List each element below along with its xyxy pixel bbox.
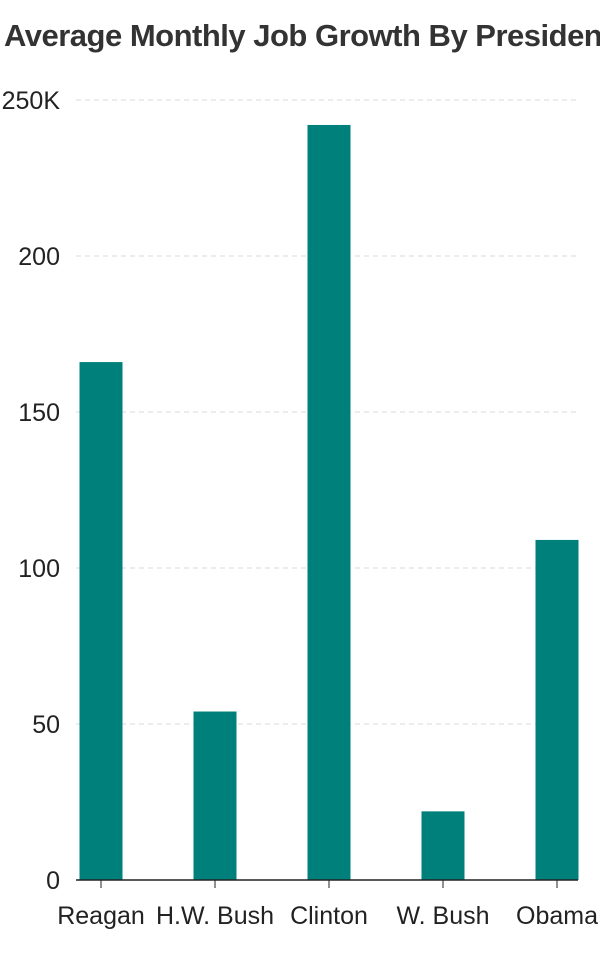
y-tick-label: 100 xyxy=(18,555,60,583)
chart-title: Average Monthly Job Growth By President xyxy=(4,18,600,53)
bar-obama xyxy=(535,539,579,880)
y-tick-label: 150 xyxy=(18,399,60,427)
gridlines xyxy=(76,99,578,725)
bar-h-w-bush xyxy=(193,711,237,880)
x-axis: Reagan H.W. Bush Clinton W. Bush Obama xyxy=(57,879,598,930)
bar-clinton xyxy=(307,124,351,880)
x-tick-label: Obama xyxy=(516,902,598,930)
y-tick-label: 200 xyxy=(18,243,60,271)
x-tick-label: Clinton xyxy=(290,902,368,930)
y-tick-label: 250K xyxy=(2,87,61,115)
y-tick-label: 0 xyxy=(46,867,60,895)
bars xyxy=(79,124,579,881)
y-axis-tick-labels: 0 50 100 150 200 250K xyxy=(2,87,61,895)
x-tick-label: Reagan xyxy=(57,902,145,930)
bar-reagan xyxy=(79,362,123,881)
bar-w-bush xyxy=(421,811,465,880)
x-tick-label: W. Bush xyxy=(396,902,489,930)
y-tick-label: 50 xyxy=(32,711,60,739)
x-tick-label: H.W. Bush xyxy=(156,902,274,930)
